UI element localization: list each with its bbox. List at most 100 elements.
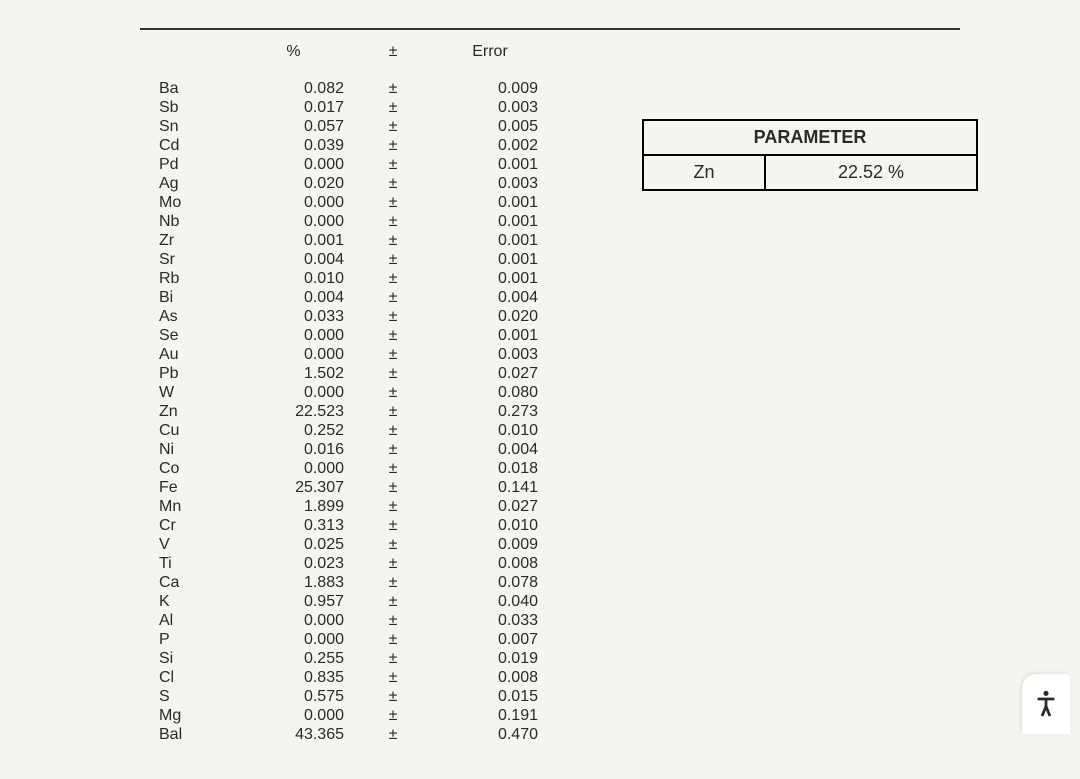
- cell-plusminus: ±: [358, 364, 428, 383]
- cell-element: Al: [155, 611, 229, 630]
- cell-element: Pd: [155, 155, 229, 174]
- table-row: Sb0.017±0.003: [155, 98, 552, 117]
- cell-plusminus: ±: [358, 231, 428, 250]
- cell-element: Nb: [155, 212, 229, 231]
- table-row: Mo0.000±0.001: [155, 193, 552, 212]
- table-row: Al0.000±0.033: [155, 611, 552, 630]
- col-header-element: [155, 34, 229, 79]
- table-row: Sr0.004±0.001: [155, 250, 552, 269]
- cell-element: Sr: [155, 250, 229, 269]
- table-row: Pd0.000±0.001: [155, 155, 552, 174]
- cell-percent: 0.016: [229, 440, 358, 459]
- cell-percent: 1.899: [229, 497, 358, 516]
- table-row: V0.025±0.009: [155, 535, 552, 554]
- cell-error: 0.010: [428, 516, 552, 535]
- table-row: Zr0.001±0.001: [155, 231, 552, 250]
- cell-plusminus: ±: [358, 212, 428, 231]
- col-header-plusminus: ±: [358, 34, 428, 79]
- cell-plusminus: ±: [358, 554, 428, 573]
- cell-percent: 0.000: [229, 345, 358, 364]
- cell-element: Si: [155, 649, 229, 668]
- cell-percent: 0.010: [229, 269, 358, 288]
- table-row: Cd0.039±0.002: [155, 136, 552, 155]
- cell-error: 0.080: [428, 383, 552, 402]
- cell-plusminus: ±: [358, 649, 428, 668]
- cell-plusminus: ±: [358, 611, 428, 630]
- cell-percent: 0.957: [229, 592, 358, 611]
- cell-element: Sb: [155, 98, 229, 117]
- parameter-header: PARAMETER: [643, 120, 977, 155]
- cell-plusminus: ±: [358, 383, 428, 402]
- cell-element: Pb: [155, 364, 229, 383]
- cell-plusminus: ±: [358, 155, 428, 174]
- table-row: Bi0.004±0.004: [155, 288, 552, 307]
- table-row: Si0.255±0.019: [155, 649, 552, 668]
- cell-element: Rb: [155, 269, 229, 288]
- table-row: As0.033±0.020: [155, 307, 552, 326]
- cell-element: Cr: [155, 516, 229, 535]
- cell-percent: 1.883: [229, 573, 358, 592]
- cell-error: 0.002: [428, 136, 552, 155]
- parameter-box: PARAMETER Zn 22.52 %: [642, 119, 978, 191]
- cell-error: 0.008: [428, 554, 552, 573]
- cell-error: 0.001: [428, 193, 552, 212]
- composition-table-head: % ± Error: [155, 34, 552, 79]
- cell-percent: 0.000: [229, 630, 358, 649]
- cell-error: 0.001: [428, 250, 552, 269]
- cell-percent: 0.001: [229, 231, 358, 250]
- cell-plusminus: ±: [358, 706, 428, 725]
- table-row: Bal43.365±0.470: [155, 725, 552, 744]
- cell-plusminus: ±: [358, 269, 428, 288]
- accessibility-icon: [1022, 674, 1070, 734]
- cell-error: 0.004: [428, 440, 552, 459]
- cell-plusminus: ±: [358, 592, 428, 611]
- cell-error: 0.027: [428, 497, 552, 516]
- cell-percent: 0.000: [229, 212, 358, 231]
- cell-plusminus: ±: [358, 174, 428, 193]
- cell-plusminus: ±: [358, 516, 428, 535]
- cell-percent: 0.313: [229, 516, 358, 535]
- col-header-error: Error: [428, 34, 552, 79]
- cell-plusminus: ±: [358, 402, 428, 421]
- cell-plusminus: ±: [358, 326, 428, 345]
- cell-element: P: [155, 630, 229, 649]
- cell-percent: 25.307: [229, 478, 358, 497]
- cell-error: 0.005: [428, 117, 552, 136]
- cell-percent: 22.523: [229, 402, 358, 421]
- cell-element: Mo: [155, 193, 229, 212]
- cell-error: 0.040: [428, 592, 552, 611]
- composition-table-body: Ba0.082±0.009Sb0.017±0.003Sn0.057±0.005C…: [155, 79, 552, 744]
- cell-percent: 43.365: [229, 725, 358, 744]
- cell-element: As: [155, 307, 229, 326]
- cell-plusminus: ±: [358, 307, 428, 326]
- table-row: Co0.000±0.018: [155, 459, 552, 478]
- cell-percent: 0.255: [229, 649, 358, 668]
- table-row: Mg0.000±0.191: [155, 706, 552, 725]
- cell-element: Bi: [155, 288, 229, 307]
- cell-error: 0.003: [428, 98, 552, 117]
- cell-error: 0.015: [428, 687, 552, 706]
- cell-plusminus: ±: [358, 117, 428, 136]
- cell-element: Cu: [155, 421, 229, 440]
- cell-error: 0.003: [428, 174, 552, 193]
- table-row: Rb0.010±0.001: [155, 269, 552, 288]
- table-row: Mn1.899±0.027: [155, 497, 552, 516]
- cell-error: 0.003: [428, 345, 552, 364]
- cell-error: 0.008: [428, 668, 552, 687]
- table-row: Cl0.835±0.008: [155, 668, 552, 687]
- table-row: Sn0.057±0.005: [155, 117, 552, 136]
- cell-element: Cd: [155, 136, 229, 155]
- cell-error: 0.001: [428, 269, 552, 288]
- cell-element: K: [155, 592, 229, 611]
- cell-element: Ti: [155, 554, 229, 573]
- table-row: Pb1.502±0.027: [155, 364, 552, 383]
- table-row: Cr0.313±0.010: [155, 516, 552, 535]
- cell-error: 0.019: [428, 649, 552, 668]
- parameter-value: 22.52 %: [765, 155, 977, 190]
- cell-plusminus: ±: [358, 79, 428, 98]
- table-row: Ca1.883±0.078: [155, 573, 552, 592]
- cell-plusminus: ±: [358, 497, 428, 516]
- cell-error: 0.141: [428, 478, 552, 497]
- cell-element: V: [155, 535, 229, 554]
- cell-percent: 0.039: [229, 136, 358, 155]
